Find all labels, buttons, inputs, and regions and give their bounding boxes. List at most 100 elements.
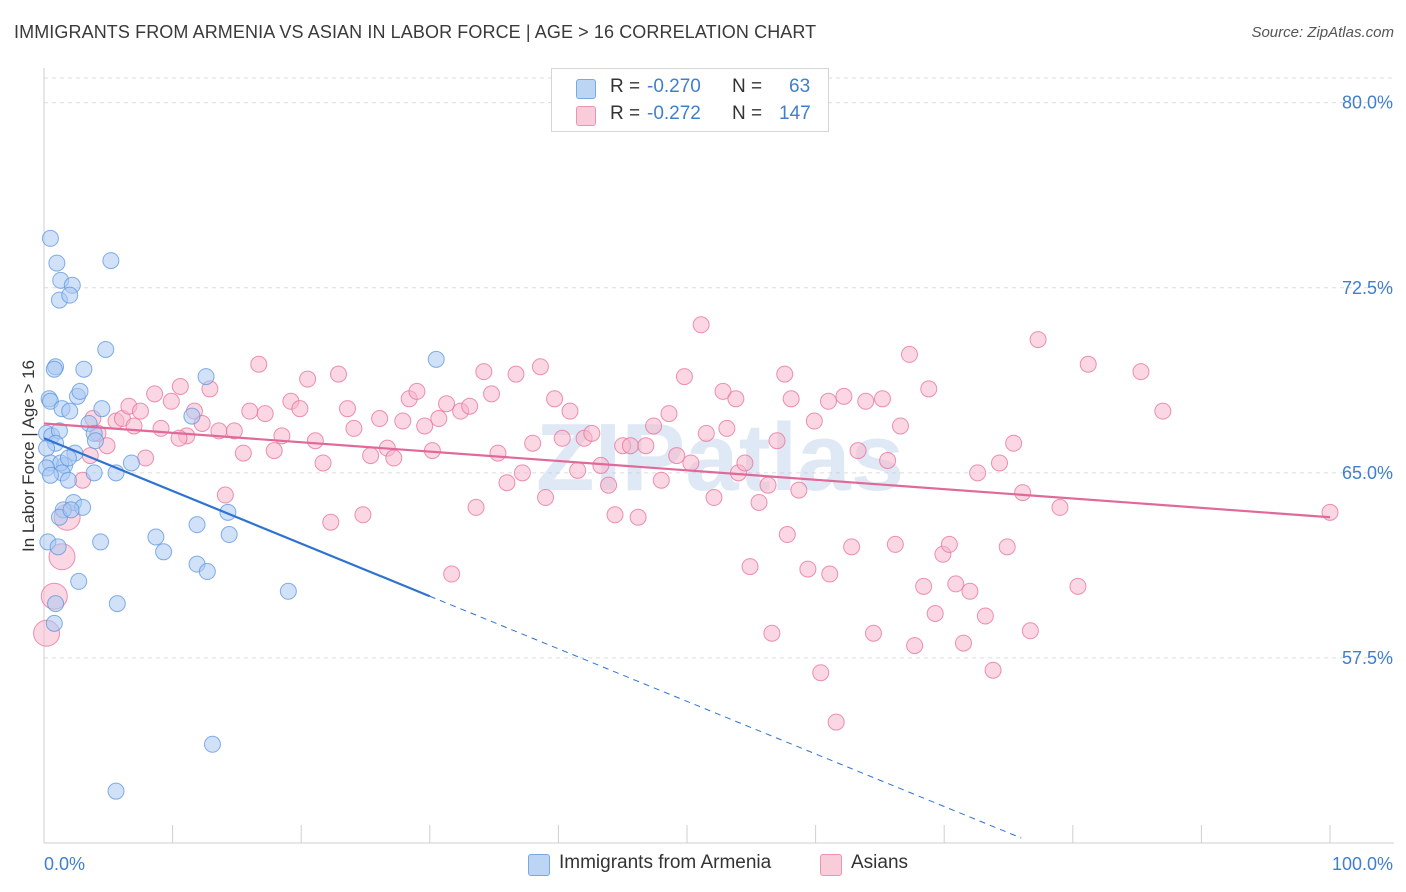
data-point — [49, 538, 67, 556]
data-point — [85, 464, 103, 482]
data-point — [857, 392, 875, 410]
trend-line-extension — [429, 595, 1022, 839]
data-point — [886, 535, 904, 553]
data-point — [947, 575, 965, 593]
data-point — [71, 382, 89, 400]
y-tick-label: 57.5% — [1342, 648, 1393, 668]
data-point — [203, 735, 221, 753]
data-point — [531, 358, 549, 376]
data-point — [62, 501, 80, 519]
data-point — [171, 377, 189, 395]
data-point — [915, 577, 933, 595]
legend-r-value: -0.270 — [647, 76, 701, 97]
data-point — [147, 528, 165, 546]
data-point — [498, 474, 516, 492]
data-point — [1051, 498, 1069, 516]
data-point — [682, 454, 700, 472]
data-point — [45, 360, 63, 378]
data-point — [59, 471, 77, 489]
data-point — [524, 434, 542, 452]
data-point — [660, 405, 678, 423]
data-point — [778, 526, 796, 544]
bottom-legend-label: Immigrants from Armenia — [559, 852, 772, 873]
x-tick-label: 100.0% — [1332, 854, 1393, 874]
x-tick-label: 0.0% — [44, 854, 85, 874]
data-point — [152, 419, 170, 437]
trend-line — [43, 437, 431, 598]
data-point — [692, 316, 710, 334]
legend-swatch-armenia — [576, 79, 596, 99]
y-tick-label: 80.0% — [1342, 93, 1393, 113]
data-point — [416, 417, 434, 435]
data-point — [408, 382, 426, 400]
legend-n-value: 147 — [779, 103, 811, 124]
legend: R = -0.270 N = 63 R = -0.272 N = 147 — [551, 68, 829, 132]
data-point — [900, 345, 918, 363]
data-point — [385, 449, 403, 467]
gridlines — [44, 77, 1394, 659]
y-tick-label: 65.0% — [1342, 463, 1393, 483]
data-point — [131, 402, 149, 420]
chart-title: IMMIGRANTS FROM ARMENIA VS ASIAN IN LABO… — [14, 22, 817, 42]
data-point — [197, 368, 215, 386]
data-point — [256, 405, 274, 423]
data-point — [705, 489, 723, 507]
data-point — [108, 595, 126, 613]
data-point — [489, 444, 507, 462]
bottom-legend-label: Asians — [851, 852, 909, 873]
data-point — [475, 363, 493, 381]
data-point — [926, 605, 944, 622]
tick-labels: 57.5% 65.0% 72.5% 80.0% 0.0% 100.0% — [44, 93, 1393, 874]
data-point — [864, 624, 882, 642]
data-point — [799, 560, 817, 578]
data-point — [600, 476, 618, 494]
data-point — [162, 392, 180, 410]
data-point — [782, 390, 800, 408]
data-point — [835, 387, 853, 405]
data-point — [61, 286, 79, 304]
source-credit: Source: ZipAtlas.com — [1251, 24, 1394, 41]
data-point — [183, 407, 201, 425]
data-point — [467, 498, 485, 516]
data-point — [198, 563, 216, 581]
data-point — [714, 382, 732, 400]
data-point — [122, 454, 140, 472]
data-point — [59, 449, 77, 467]
data-point — [954, 634, 972, 652]
data-point — [438, 395, 456, 413]
data-point — [790, 481, 808, 499]
data-point — [394, 412, 412, 430]
data-point — [241, 402, 259, 420]
data-point — [513, 464, 531, 482]
data-point — [225, 422, 243, 440]
data-point — [652, 471, 670, 489]
data-point — [234, 444, 252, 462]
data-point — [1005, 434, 1023, 452]
data-point — [137, 449, 155, 467]
data-point — [763, 624, 781, 642]
legend-r-value: -0.272 — [647, 103, 701, 124]
data-point — [362, 447, 380, 465]
data-point — [873, 390, 891, 408]
data-point — [329, 365, 347, 383]
data-point — [1014, 484, 1032, 502]
data-point — [827, 713, 845, 731]
data-point — [553, 429, 571, 447]
data-point — [812, 664, 830, 682]
data-point — [849, 442, 867, 460]
data-point — [265, 442, 283, 460]
data-point — [998, 538, 1016, 556]
data-point — [322, 513, 340, 531]
legend-n-label: N = — [732, 76, 763, 97]
data-point — [107, 782, 125, 800]
data-point — [759, 476, 777, 494]
data-point — [750, 493, 768, 511]
data-point — [75, 360, 93, 378]
data-point — [969, 464, 987, 482]
data-point — [220, 526, 238, 544]
data-point — [291, 400, 309, 418]
data-point — [61, 402, 79, 420]
data-point — [606, 506, 624, 524]
data-point — [314, 454, 332, 472]
